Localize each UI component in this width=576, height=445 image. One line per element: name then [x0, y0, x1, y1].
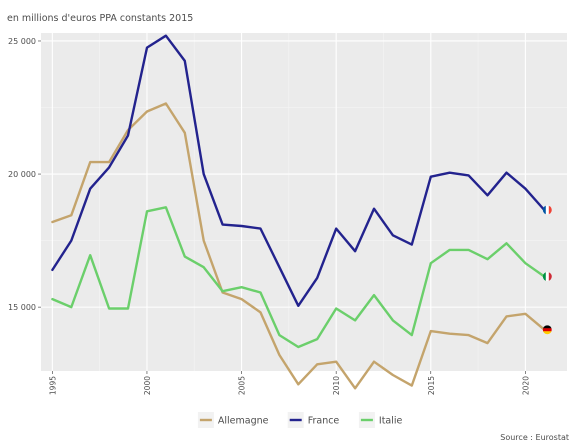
y-tick-label: 20 000 [8, 170, 36, 179]
x-tick-label: 2010 [332, 376, 341, 395]
grid-minor [41, 33, 567, 371]
series-line-allemagne [51, 102, 546, 390]
chart-caption: Source : Eurostat [500, 433, 569, 442]
x-tick-label: 1995 [48, 376, 57, 395]
y-tick-label: 15 000 [8, 303, 36, 312]
y-axis: 15 000 20 000 25 000 [8, 37, 41, 312]
series-lines [51, 34, 546, 390]
x-tick-label: 2020 [521, 376, 530, 395]
flag-marker-italie [542, 272, 552, 282]
flag-marker-france [542, 205, 552, 215]
y-tick-label: 25 000 [8, 37, 36, 46]
x-tick-label: 2015 [427, 376, 436, 395]
legend-label: Italie [379, 416, 403, 427]
plot-panel [41, 33, 567, 371]
series-line-italie [51, 206, 546, 349]
legend-item-italie: Italie [358, 412, 403, 428]
legend-item-allemagne: Allemagne [197, 412, 269, 428]
legend-label: Allemagne [218, 416, 269, 427]
flag-marker-allemagne [542, 325, 552, 335]
legend-label: France [308, 416, 340, 427]
x-axis: 1995 2000 2005 2010 2015 2020 [48, 371, 530, 395]
x-tick-label: 2005 [238, 376, 247, 395]
chart-subtitle: en millions d'euros PPA constants 2015 [7, 13, 193, 24]
x-tick-label: 2000 [143, 376, 152, 395]
series-flags [542, 205, 552, 335]
legend-item-france: France [287, 412, 340, 428]
legend: Allemagne France Italie [197, 412, 403, 428]
series-line-france [51, 34, 546, 307]
